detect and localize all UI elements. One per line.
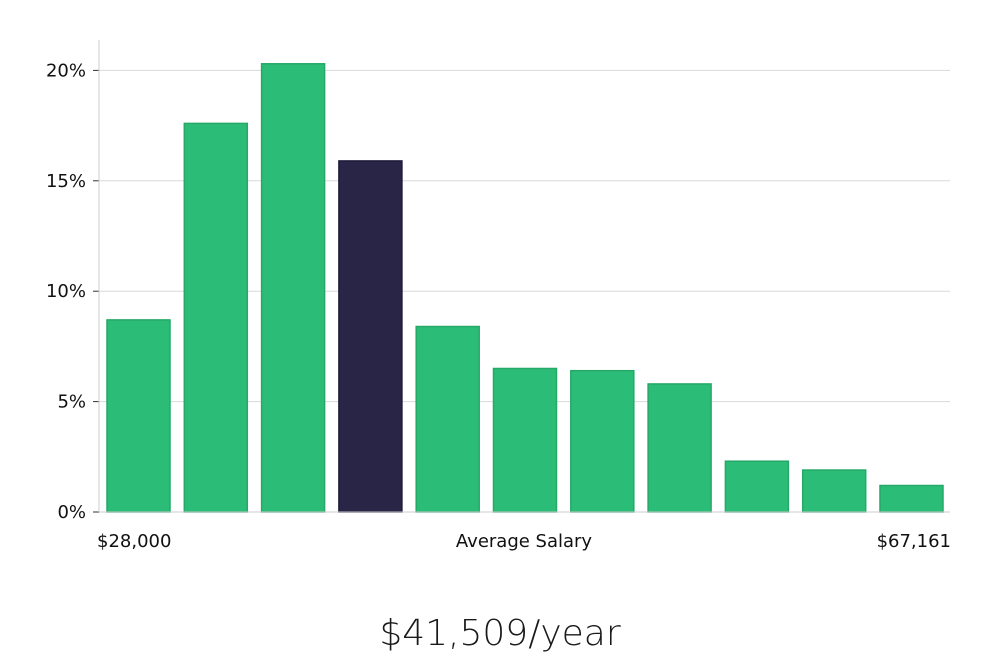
bar-highlighted <box>338 160 403 513</box>
bar <box>106 319 171 513</box>
bar <box>879 484 944 513</box>
bar <box>724 460 790 513</box>
x-min-label: $28,000 <box>97 531 171 552</box>
y-tick-label: 5% <box>57 392 86 413</box>
y-tick-label: 20% <box>46 60 86 81</box>
bar <box>415 325 480 513</box>
y-tick-label: 10% <box>46 281 86 302</box>
salary-histogram: 0% 5% 10% 15% 20% $28,000 Average Salary $67… <box>46 40 951 552</box>
bar <box>801 469 867 513</box>
bar <box>183 122 249 513</box>
average-salary-value: $41,509/year <box>379 613 621 654</box>
x-axis-title: Average Salary <box>456 531 593 552</box>
y-tick-label: 0% <box>57 502 86 523</box>
bar <box>570 369 635 513</box>
bar <box>260 63 326 513</box>
y-axis-ticks: 0% 5% 10% 15% 20% <box>46 60 99 523</box>
x-max-label: $67,161 <box>877 531 951 552</box>
y-tick-label: 15% <box>46 171 86 192</box>
bars <box>106 63 944 513</box>
bar <box>647 383 712 513</box>
bar <box>492 367 558 513</box>
